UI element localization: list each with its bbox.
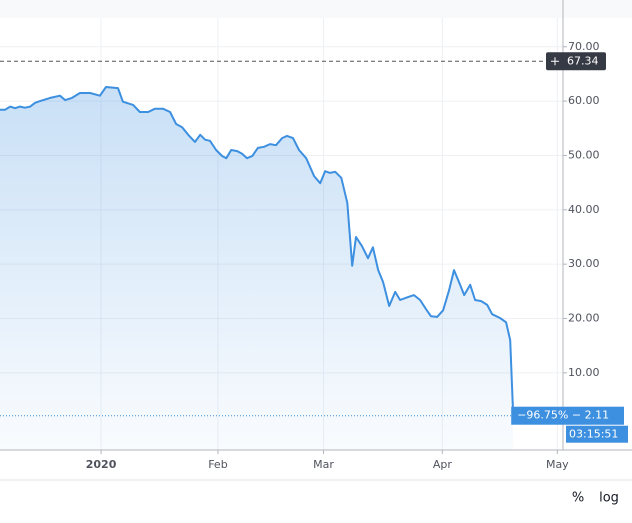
y-tick-label: 60.00 [568, 94, 600, 107]
percent-toggle[interactable]: % [572, 491, 584, 506]
y-tick-label: 30.00 [568, 257, 600, 270]
y-tick-label: 10.00 [568, 366, 600, 379]
last-price-box [511, 406, 624, 425]
high-label-box [546, 52, 606, 71]
y-tick-label: 50.00 [568, 148, 600, 161]
countdown: 03:15:51 [569, 428, 618, 441]
x-tick-label: 2020 [86, 458, 117, 471]
last-price-label: −96.75% − 2.11 [517, 409, 609, 422]
price-line [0, 86, 515, 416]
x-tick-label: Apr [433, 458, 453, 471]
top-strip [0, 0, 632, 18]
y-tick-label: 70.00 [568, 40, 600, 53]
log-toggle[interactable]: log [599, 491, 619, 506]
x-tick-label: Feb [208, 458, 227, 471]
area-fill [0, 87, 514, 450]
x-tick-label: May [546, 458, 569, 471]
countdown-box [566, 425, 628, 443]
y-tick-label: 20.00 [568, 311, 600, 324]
y-tick-label: 40.00 [568, 203, 600, 216]
x-tick-label: Mar [313, 458, 334, 471]
high-label: 67.34 [567, 54, 599, 67]
